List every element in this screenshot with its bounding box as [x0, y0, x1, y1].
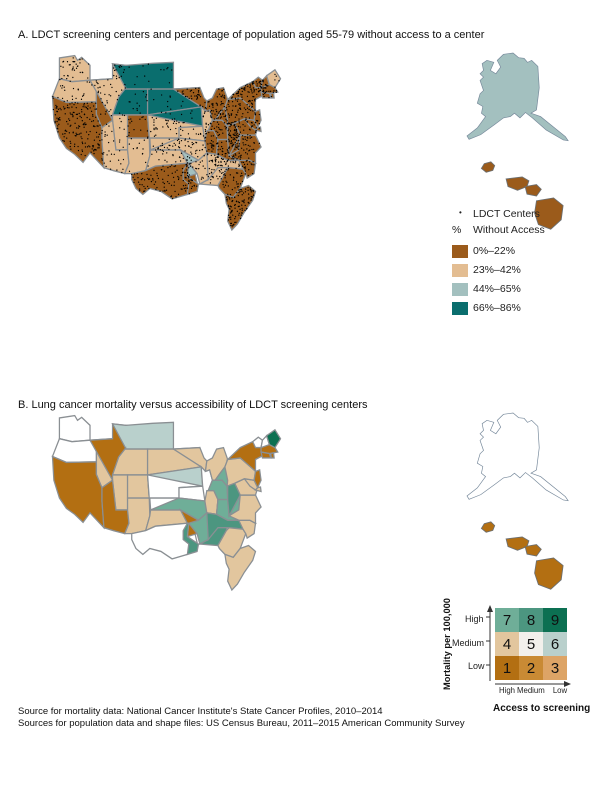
svg-text:Mortality per 100,000: Mortality per 100,000	[442, 598, 452, 690]
